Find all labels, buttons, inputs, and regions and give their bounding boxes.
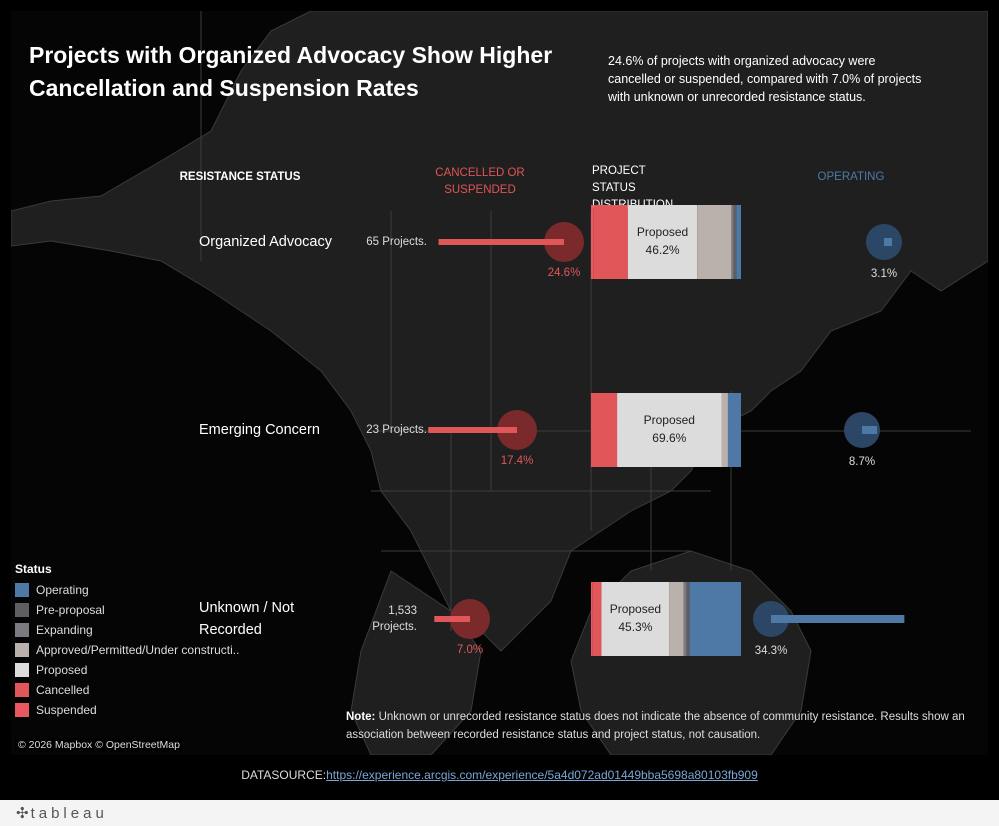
proposed-label: Proposed 46.2% [628, 223, 697, 259]
operating-pct-label: 3.1% [870, 268, 898, 280]
note-text: Unknown or unrecorded resistance status … [346, 711, 965, 741]
tableau-cross-icon: ✣ [16, 805, 29, 822]
legend-label: Expanding [36, 623, 93, 637]
header-cancelled: CANCELLED OR SUSPENDED [435, 167, 525, 196]
tableau-logo-text: tableau [30, 805, 108, 822]
note-label: Note: [346, 711, 376, 723]
distribution-segment [736, 205, 741, 279]
legend-swatch [15, 643, 29, 657]
row-label: Unknown / Not Recorded [199, 600, 295, 638]
legend-swatch [15, 603, 29, 617]
legend: Status Operating Pre-proposal Expanding App… [15, 562, 275, 720]
footer: ✣ tableau [0, 800, 999, 826]
cancelled-pct-label: 24.6% [547, 267, 581, 279]
proposed-label: Proposed 45.3% [601, 600, 669, 636]
distribution-segment [617, 393, 722, 467]
note: Note: Unknown or unrecorded resistance s… [346, 708, 966, 744]
cancelled-bar [438, 239, 564, 245]
visualization: Projects with Organized Advocacy Show Hi… [11, 11, 988, 755]
legend-item[interactable]: Cancelled [15, 680, 275, 700]
distribution-segment [697, 205, 732, 279]
distribution-segment [686, 582, 690, 656]
tableau-logo[interactable]: ✣ tableau [16, 804, 108, 822]
row-label: Emerging Concern [199, 422, 320, 438]
proposed-label-line: Proposed [636, 225, 689, 239]
legend-title: Status [15, 562, 52, 576]
legend-label: Cancelled [36, 683, 90, 697]
distribution-segment [683, 582, 687, 656]
distribution-segment [689, 582, 741, 656]
chart-subtitle: 24.6% of projects with organized advocac… [608, 54, 922, 104]
distribution-segment [627, 205, 698, 279]
legend-swatch [15, 583, 29, 597]
datasource-link[interactable]: https://experience.arcgis.com/experience… [326, 768, 758, 782]
distribution-segment [592, 582, 602, 656]
row-label: Organized Advocacy [199, 234, 332, 250]
legend-item[interactable]: Approved/Permitted/Under constructi.. [15, 640, 275, 660]
proposed-label: Proposed 69.6% [617, 411, 721, 447]
distribution-segment [721, 393, 728, 467]
project-count: 23 Projects. [366, 424, 427, 436]
proposed-label-line: Proposed [643, 413, 695, 427]
legend-items: Operating Pre-proposal Expanding Approved/P… [15, 580, 275, 720]
legend-item[interactable]: Pre-proposal [15, 600, 275, 620]
legend-item[interactable]: Operating [15, 580, 275, 600]
header-resistance-status: RESISTANCE STATUS [179, 171, 301, 183]
distribution-segment [731, 205, 734, 279]
legend-swatch [15, 683, 29, 697]
distribution-segment [733, 205, 737, 279]
distribution-segment [591, 582, 593, 656]
cancelled-pct-label: 17.4% [500, 455, 534, 467]
distribution-segment [601, 582, 670, 656]
legend-label: Approved/Permitted/Under constructi.. [36, 643, 240, 657]
legend-swatch [15, 703, 29, 717]
project-count: 1,533 Projects. [372, 605, 417, 633]
distribution-segment [593, 205, 628, 279]
chart-title: Projects with Organized Advocacy Show Hi… [29, 42, 553, 101]
operating-bar [862, 426, 878, 434]
legend-item[interactable]: Proposed [15, 660, 275, 680]
cancelled-bar [428, 427, 517, 433]
legend-swatch [15, 623, 29, 637]
proposed-label-line: 45.3% [618, 620, 653, 634]
project-count: 65 Projects. [366, 236, 427, 248]
cancelled-bar [434, 616, 470, 622]
proposed-label-line: Proposed [609, 602, 662, 616]
datasource: DATASOURCE:https://experience.arcgis.com… [0, 768, 999, 782]
proposed-label-line: 46.2% [645, 243, 680, 257]
operating-pct-label: 8.7% [848, 456, 876, 468]
header-operating: OPERATING [817, 171, 885, 183]
legend-item[interactable]: Expanding [15, 620, 275, 640]
chart-marks [428, 205, 905, 656]
operating-pct-label: 34.3% [754, 645, 788, 657]
legend-label: Suspended [36, 703, 97, 717]
map-copyright: © 2026 Mapbox © OpenStreetMap [15, 738, 183, 752]
distribution-segment [591, 205, 594, 279]
map-landmass-north [11, 11, 988, 652]
cancelled-pct-label: 7.0% [456, 644, 484, 656]
legend-item[interactable]: Suspended [15, 700, 275, 720]
legend-swatch [15, 663, 29, 677]
operating-bar [884, 238, 892, 246]
legend-label: Operating [36, 583, 89, 597]
legend-label: Proposed [36, 663, 88, 677]
distribution-segment [591, 393, 618, 467]
distribution-segment [669, 582, 684, 656]
proposed-label-line: 69.6% [652, 431, 687, 445]
legend-label: Pre-proposal [36, 603, 105, 617]
datasource-label: DATASOURCE: [241, 768, 327, 782]
operating-bar [771, 615, 905, 623]
distribution-segment [727, 393, 741, 467]
